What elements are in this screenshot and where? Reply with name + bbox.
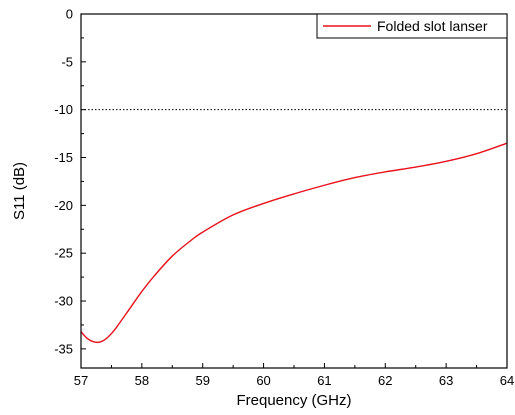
x-axis-label: Frequency (GHz) <box>236 392 351 409</box>
x-tick-label: 57 <box>74 373 88 388</box>
x-tick-label: 61 <box>317 373 331 388</box>
y-tick-label: -30 <box>54 294 73 309</box>
y-tick-label: -20 <box>54 198 73 213</box>
y-tick-label: -25 <box>54 246 73 261</box>
series-line-0 <box>80 142 508 344</box>
x-tick-label: 62 <box>378 373 392 388</box>
x-tick-label: 58 <box>135 373 149 388</box>
x-tick-label: 59 <box>195 373 209 388</box>
y-tick-label: -15 <box>54 150 73 165</box>
legend: Folded slot lanser <box>316 13 508 39</box>
x-tick-label: 60 <box>256 373 270 388</box>
plot-frame <box>80 13 508 369</box>
y-tick-label: -5 <box>61 54 73 69</box>
y-tick-label: -35 <box>54 341 73 356</box>
y-axis-label: S11 (dB) <box>11 162 28 220</box>
y-tick-label: -10 <box>54 102 73 117</box>
x-tick-label: 63 <box>439 373 453 388</box>
y-tick-label: 0 <box>66 7 73 22</box>
x-tick-label: 64 <box>500 373 514 388</box>
legend-label: Folded slot lanser <box>377 18 488 34</box>
